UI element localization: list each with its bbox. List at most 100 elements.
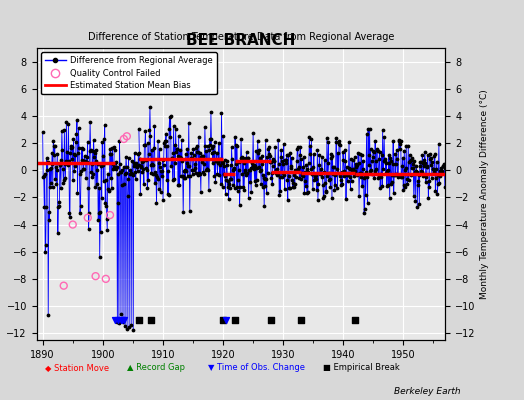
Point bbox=[119, 319, 127, 325]
Point bbox=[391, 150, 399, 157]
Point bbox=[316, 166, 325, 173]
Point bbox=[192, 145, 200, 151]
Point bbox=[182, 168, 190, 174]
Point bbox=[217, 110, 226, 117]
Point bbox=[244, 154, 252, 161]
Point bbox=[155, 160, 163, 166]
Point bbox=[65, 158, 73, 164]
Point bbox=[114, 200, 123, 206]
Point bbox=[230, 165, 238, 171]
Point bbox=[371, 138, 379, 144]
Point bbox=[160, 142, 169, 149]
Point bbox=[174, 182, 182, 188]
Point bbox=[300, 154, 308, 160]
Point bbox=[98, 139, 106, 145]
Point bbox=[359, 158, 367, 165]
Point bbox=[364, 152, 373, 158]
Point bbox=[132, 159, 140, 166]
Point bbox=[410, 193, 418, 199]
Point bbox=[141, 142, 149, 148]
Point bbox=[108, 145, 116, 152]
Point bbox=[274, 171, 282, 177]
Point bbox=[246, 179, 254, 185]
Point bbox=[373, 147, 381, 153]
Point bbox=[159, 197, 167, 204]
Point bbox=[86, 119, 94, 126]
Point bbox=[123, 326, 132, 332]
Point bbox=[211, 139, 219, 145]
Point bbox=[356, 150, 364, 157]
Point bbox=[441, 164, 450, 171]
Point bbox=[150, 144, 158, 151]
Point bbox=[226, 184, 234, 191]
Point bbox=[379, 166, 387, 172]
Point bbox=[268, 170, 276, 176]
Point bbox=[71, 163, 80, 170]
Point bbox=[140, 181, 148, 187]
Point bbox=[241, 169, 249, 175]
Point bbox=[397, 138, 405, 144]
Point bbox=[51, 176, 60, 182]
Point bbox=[267, 316, 275, 323]
Point bbox=[364, 125, 372, 132]
Point bbox=[66, 150, 74, 156]
Point bbox=[243, 149, 251, 156]
Point bbox=[195, 170, 203, 176]
Point bbox=[420, 162, 428, 169]
Point bbox=[101, 200, 110, 206]
Point bbox=[161, 138, 169, 144]
Point bbox=[345, 166, 354, 172]
Point bbox=[49, 184, 57, 190]
Point bbox=[293, 146, 301, 152]
Point bbox=[418, 168, 426, 175]
Point bbox=[139, 166, 148, 172]
Point bbox=[317, 171, 325, 177]
Point bbox=[277, 146, 286, 153]
Point bbox=[115, 320, 123, 326]
Point bbox=[68, 144, 77, 150]
Point bbox=[92, 158, 100, 164]
Point bbox=[321, 157, 329, 163]
Point bbox=[294, 165, 302, 172]
Point bbox=[378, 183, 386, 190]
Point bbox=[146, 104, 154, 110]
Point bbox=[406, 158, 414, 164]
Point bbox=[290, 184, 298, 190]
Point bbox=[409, 161, 417, 168]
Point bbox=[291, 166, 300, 173]
Point bbox=[168, 155, 176, 161]
Point bbox=[79, 146, 87, 152]
Point bbox=[396, 140, 405, 147]
Point bbox=[311, 174, 320, 180]
Point bbox=[123, 133, 131, 140]
Point bbox=[331, 182, 340, 188]
Point bbox=[335, 141, 343, 147]
Point bbox=[101, 122, 109, 128]
Point bbox=[296, 144, 304, 150]
Point bbox=[438, 167, 446, 174]
Point bbox=[376, 174, 385, 180]
Point bbox=[79, 166, 88, 172]
Point bbox=[230, 166, 238, 173]
Point bbox=[261, 183, 269, 190]
Point bbox=[334, 170, 343, 176]
Point bbox=[398, 174, 406, 180]
Point bbox=[278, 158, 287, 164]
Point bbox=[39, 172, 48, 179]
Point bbox=[128, 158, 136, 164]
Point bbox=[235, 202, 244, 209]
Point bbox=[76, 210, 84, 216]
Point bbox=[299, 164, 307, 171]
Point bbox=[304, 160, 313, 166]
Point bbox=[53, 230, 62, 236]
Point bbox=[221, 191, 230, 197]
Point bbox=[119, 316, 128, 323]
Point bbox=[103, 216, 111, 222]
Point bbox=[262, 176, 270, 182]
Point bbox=[194, 172, 202, 179]
Point bbox=[157, 168, 166, 174]
Point bbox=[419, 173, 428, 180]
Point bbox=[171, 160, 179, 167]
Point bbox=[200, 170, 208, 177]
Point bbox=[91, 150, 99, 156]
